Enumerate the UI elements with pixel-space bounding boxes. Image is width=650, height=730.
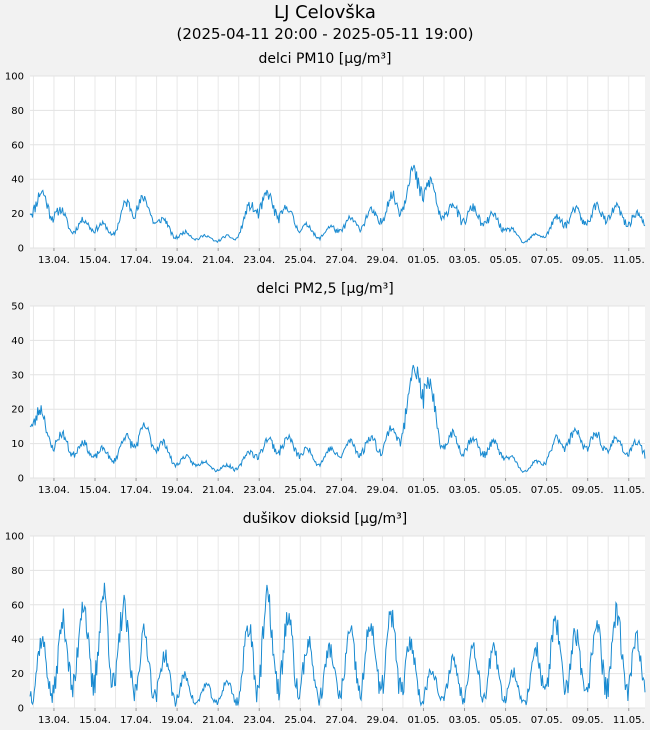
y-tick-label: 20 (11, 669, 24, 680)
x-tick-label: 15.04. (79, 715, 111, 726)
x-tick-label: 09.05. (572, 485, 604, 496)
x-tick-label: 29.04. (366, 485, 398, 496)
pm10-chart: 0 20 40 60 80 100 13.04. 15.04. 17.04. 19.04. 21.0… (5, 72, 646, 266)
y-tick-label: 80 (11, 566, 24, 577)
x-tick-label: 01.05. (408, 485, 440, 496)
x-tick-label: 13.04. (38, 715, 70, 726)
x-tick-label: 29.04. (366, 255, 398, 266)
y-tick-label: 0 (18, 704, 24, 715)
x-tick-label: 19.04. (161, 715, 193, 726)
x-tick-label: 25.04. (284, 255, 316, 266)
x-tick-label: 23.04. (243, 485, 275, 496)
no2-chart-title: dušikov dioksid [µg/m³] (242, 511, 408, 527)
y-tick-label: 40 (11, 336, 24, 347)
x-tick-label: 05.05. (490, 715, 522, 726)
series-line (29, 364, 646, 474)
x-tick-label: 23.04. (243, 715, 275, 726)
x-tick-label: 07.05. (531, 715, 563, 726)
y-tick-label: 30 (11, 370, 24, 381)
x-tick-label: 29.04. (366, 715, 398, 726)
y-tick-label: 20 (11, 209, 24, 220)
no2-chart: 0 20 40 60 80 100 13.04. 15.04. 17.04. 19.04. 21.0… (5, 532, 646, 726)
x-tick-label: 21.04. (202, 485, 234, 496)
y-tick-label: 60 (11, 140, 24, 151)
x-tick-label: 19.04. (161, 255, 193, 266)
pm10-chart-title: delci PM10 [µg/m³] (258, 51, 392, 67)
x-tick-label: 17.04. (120, 715, 152, 726)
x-tick-label: 09.05. (572, 255, 604, 266)
y-tick-label: 60 (11, 600, 24, 611)
x-tick-label: 15.04. (79, 485, 111, 496)
x-tick-label: 13.04. (38, 485, 70, 496)
x-tick-label: 01.05. (408, 715, 440, 726)
x-tick-label: 07.05. (531, 255, 563, 266)
x-tick-label: 23.04. (243, 255, 275, 266)
pm25-chart-title: delci PM2,5 [µg/m³] (256, 281, 394, 297)
x-tick-label: 03.05. (449, 715, 481, 726)
x-tick-label: 21.04. (202, 715, 234, 726)
x-tick-label: 19.04. (161, 485, 193, 496)
x-tick-label: 09.05. (572, 715, 604, 726)
y-tick-label: 40 (11, 635, 24, 646)
x-tick-label: 17.04. (120, 485, 152, 496)
y-tick-label: 20 (11, 405, 24, 416)
y-tick-label: 0 (18, 244, 24, 255)
x-tick-label: 21.04. (202, 255, 234, 266)
x-tick-label: 25.04. (284, 485, 316, 496)
page-title: LJ Celovška (274, 2, 376, 23)
x-tick-label: 25.04. (284, 715, 316, 726)
y-tick-label: 100 (5, 532, 24, 543)
x-tick-label: 13.04. (38, 255, 70, 266)
series-line (29, 582, 646, 707)
x-tick-label: 17.04. (120, 255, 152, 266)
x-tick-label: 27.04. (325, 715, 357, 726)
x-tick-label: 03.05. (449, 485, 481, 496)
x-tick-label: 03.05. (449, 255, 481, 266)
pm25-chart: 0 10 20 30 40 50 13.04. 15.04. 17.04. 19.04. 21.04… (11, 302, 646, 496)
x-tick-label: 27.04. (325, 255, 357, 266)
x-tick-label: 05.05. (490, 485, 522, 496)
x-tick-label: 11.05. (613, 715, 645, 726)
x-tick-label: 05.05. (490, 255, 522, 266)
x-tick-label: 01.05. (408, 255, 440, 266)
x-tick-label: 27.04. (325, 485, 357, 496)
x-tick-label: 11.05. (613, 255, 645, 266)
y-tick-label: 10 (11, 439, 24, 450)
y-tick-label: 80 (11, 106, 24, 117)
plot-area (30, 306, 645, 478)
y-tick-label: 0 (18, 474, 24, 485)
series-line (29, 164, 646, 244)
date-range-subtitle: (2025-04-11 20:00 - 2025-05-11 19:00) (176, 25, 474, 43)
x-tick-label: 15.04. (79, 255, 111, 266)
y-tick-label: 50 (11, 302, 24, 313)
x-tick-label: 07.05. (531, 485, 563, 496)
x-tick-label: 11.05. (613, 485, 645, 496)
y-tick-label: 100 (5, 72, 24, 83)
plot-area (30, 76, 645, 248)
y-tick-label: 40 (11, 175, 24, 186)
